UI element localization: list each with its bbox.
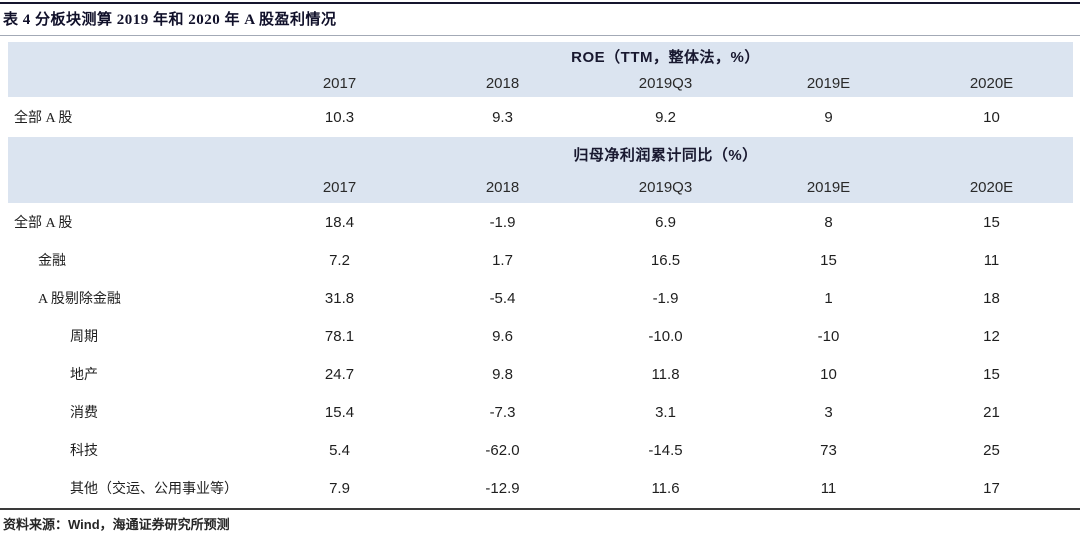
value-cell: 1.7 xyxy=(492,251,513,269)
top-border-rule xyxy=(0,2,1080,4)
table-row: 金融 7.2 1.7 16.5 15 11 xyxy=(8,241,1073,279)
year-header: 2019Q3 xyxy=(638,178,693,196)
row-label: 消费 xyxy=(70,406,98,421)
value-cell: 18 xyxy=(983,289,1000,307)
year-header: 2018 xyxy=(485,178,520,196)
value-cell: 5.4 xyxy=(329,441,350,459)
value-cell: -12.9 xyxy=(485,479,520,497)
value-cell: 31.8 xyxy=(324,289,355,307)
section-header-row: ROE（TTM，整体法，%） xyxy=(8,42,1073,70)
value-cell: 11 xyxy=(820,479,837,497)
value-cell: -1.9 xyxy=(489,213,516,231)
year-header-row: 2017 2018 2019Q3 2019E 2020E xyxy=(8,70,1073,97)
year-header: 2019E xyxy=(806,178,851,196)
table-caption: 表 4 分板块测算 2019 年和 2020 年 A 股盈利情况 xyxy=(3,12,337,28)
value-cell: 16.5 xyxy=(650,251,681,269)
table-row: 全部 A 股 18.4 -1.9 6.9 8 15 xyxy=(8,203,1073,241)
value-cell: 78.1 xyxy=(324,327,355,345)
value-cell: 10 xyxy=(983,108,1000,126)
value-cell: 11 xyxy=(983,251,1000,269)
value-cell: 9 xyxy=(824,108,833,126)
section-roe-header-band: ROE（TTM，整体法，%） 2017 2018 2019Q3 2019E 20… xyxy=(8,42,1073,97)
value-cell: 15 xyxy=(820,251,837,269)
value-cell: 3.1 xyxy=(655,403,676,421)
value-cell: 15 xyxy=(983,213,1000,231)
value-cell: 12 xyxy=(983,327,1000,345)
value-cell: 73 xyxy=(820,441,837,459)
value-cell: -14.5 xyxy=(648,441,683,459)
section-profit-header-band: 归母净利润累计同比（%） 2017 2018 2019Q3 2019E 2020… xyxy=(8,137,1073,203)
value-cell: 10 xyxy=(820,365,837,383)
year-header: 2019E xyxy=(806,75,851,92)
value-cell: 7.9 xyxy=(329,479,350,497)
row-label: 周期 xyxy=(70,330,98,345)
year-header: 2020E xyxy=(969,75,1014,92)
year-header: 2020E xyxy=(969,178,1014,196)
section-header-roe: ROE（TTM，整体法，%） xyxy=(571,48,760,66)
value-cell: 9.8 xyxy=(492,365,513,383)
value-cell: 25 xyxy=(983,441,1000,459)
value-cell: 9.6 xyxy=(492,327,513,345)
value-cell: 6.9 xyxy=(655,213,676,231)
year-header: 2018 xyxy=(485,75,520,92)
value-cell: -5.4 xyxy=(489,289,516,307)
row-label: 金融 xyxy=(38,254,66,269)
value-cell: 3 xyxy=(824,403,833,421)
value-cell: 21 xyxy=(983,403,1000,421)
year-header: 2017 xyxy=(322,75,357,92)
table-row: 科技 5.4 -62.0 -14.5 73 25 xyxy=(8,431,1073,469)
data-source-note: 资料来源：Wind，海通证券研究所预测 xyxy=(3,517,230,532)
row-label: 科技 xyxy=(70,444,98,459)
value-cell: -10 xyxy=(817,327,840,345)
row-label: A 股剔除金融 xyxy=(38,292,121,307)
row-label: 全部 A 股 xyxy=(14,216,73,231)
value-cell: 1 xyxy=(824,289,833,307)
value-cell: 24.7 xyxy=(324,365,355,383)
value-cell: 8 xyxy=(824,213,833,231)
table-row: 地产 24.7 9.8 11.8 10 15 xyxy=(8,355,1073,393)
earnings-table: ROE（TTM，整体法，%） 2017 2018 2019Q3 2019E 20… xyxy=(8,42,1073,507)
value-cell: -10.0 xyxy=(648,327,683,345)
value-cell: 9.2 xyxy=(655,108,676,126)
value-cell: 11.8 xyxy=(651,365,680,383)
value-cell: 7.2 xyxy=(329,251,350,269)
value-cell: -1.9 xyxy=(652,289,679,307)
section-header-row: 归母净利润累计同比（%） xyxy=(8,137,1073,171)
value-cell: 15.4 xyxy=(324,403,355,421)
table-row: 消费 15.4 -7.3 3.1 3 21 xyxy=(8,393,1073,431)
value-cell: -7.3 xyxy=(489,403,516,421)
value-cell: 15 xyxy=(983,365,1000,383)
year-header-row: 2017 2018 2019Q3 2019E 2020E xyxy=(8,171,1073,203)
footer-divider-rule xyxy=(0,508,1080,510)
row-label: 地产 xyxy=(70,368,98,383)
value-cell: 18.4 xyxy=(324,213,355,231)
caption-divider-rule xyxy=(0,35,1080,36)
value-cell: 9.3 xyxy=(492,108,513,126)
table-row: 周期 78.1 9.6 -10.0 -10 12 xyxy=(8,317,1073,355)
year-header: 2017 xyxy=(322,178,357,196)
row-label: 全部 A 股 xyxy=(14,111,73,126)
table-row: 全部 A 股 10.3 9.3 9.2 9 10 xyxy=(8,97,1073,137)
table-row: A 股剔除金融 31.8 -5.4 -1.9 1 18 xyxy=(8,279,1073,317)
section-header-profit-growth: 归母净利润累计同比（%） xyxy=(573,146,758,164)
value-cell: -62.0 xyxy=(485,441,520,459)
table-row: 其他（交运、公用事业等） 7.9 -12.9 11.6 11 17 xyxy=(8,469,1073,507)
row-label: 其他（交运、公用事业等） xyxy=(70,482,238,497)
value-cell: 17 xyxy=(983,479,1000,497)
value-cell: 11.6 xyxy=(651,479,680,497)
year-header: 2019Q3 xyxy=(638,75,693,92)
value-cell: 10.3 xyxy=(324,108,355,126)
